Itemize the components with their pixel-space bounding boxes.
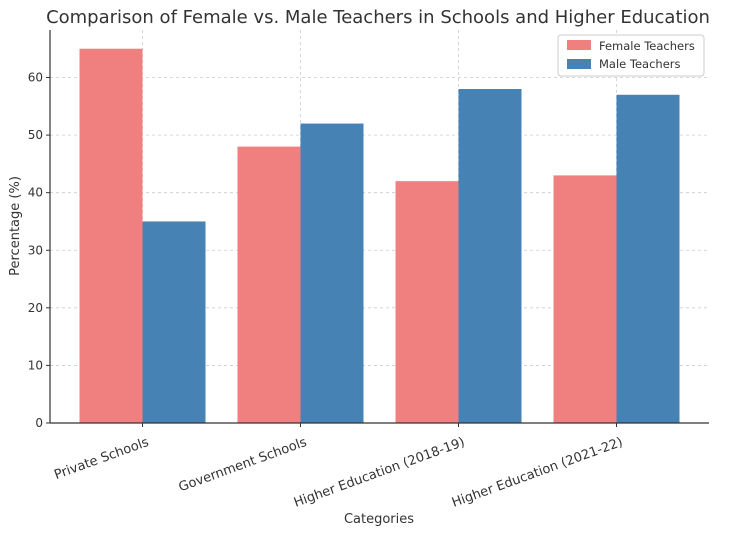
x-tick-label: Higher Education (2018-19) [292, 435, 467, 511]
bar-male-3 [616, 94, 680, 424]
y-tick-label: 50 [28, 128, 43, 142]
y-tick-label: 20 [28, 301, 43, 315]
bar-male-1 [300, 123, 364, 424]
legend-swatch-male [567, 59, 591, 69]
y-axis-label: Percentage (%) [8, 176, 23, 276]
bars [79, 48, 680, 424]
x-tick-label: Higher Education (2021-22) [450, 435, 625, 511]
legend: Female Teachers Male Teachers [557, 34, 705, 77]
legend-label-female: Female Teachers [599, 39, 695, 53]
x-ticks: Private Schools Government SchoolsHigher … [52, 423, 625, 511]
x-tick-label: Private Schools [52, 435, 151, 483]
legend-label-male: Male Teachers [599, 57, 681, 71]
bar-male-0 [142, 221, 206, 423]
y-tick-label: 60 [28, 71, 43, 85]
bar-female-1 [237, 146, 301, 423]
y-tick-label: 0 [35, 416, 43, 430]
bar-male-2 [458, 89, 522, 424]
x-axis-label: Categories [344, 512, 414, 527]
bar-female-3 [553, 175, 617, 423]
y-ticks: 0 10 20 30 40 50 60 [28, 71, 50, 430]
y-tick-label: 10 [28, 358, 43, 372]
axes [49, 30, 709, 424]
x-tick-label: Government Schools [177, 435, 309, 495]
bar-female-0 [79, 48, 143, 423]
y-tick-label: 40 [28, 186, 43, 200]
legend-swatch-female [567, 40, 591, 50]
chart-title: Comparison of Female vs. Male Teachers i… [46, 7, 710, 28]
y-tick-label: 30 [28, 243, 43, 257]
bar-female-2 [395, 181, 459, 423]
legend-frame [557, 34, 705, 77]
